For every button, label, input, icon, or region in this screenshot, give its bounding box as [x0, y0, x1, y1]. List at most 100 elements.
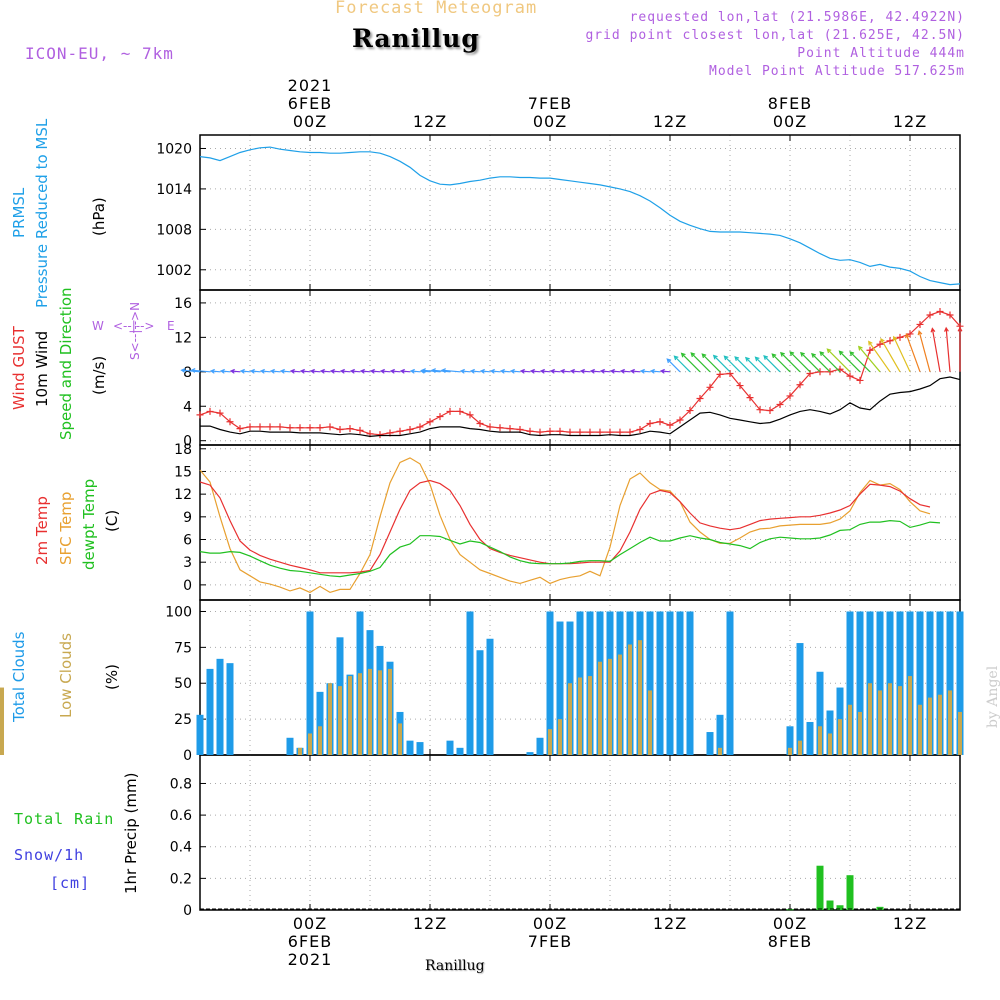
- wind-direction-arrow: [826, 348, 851, 373]
- wind-direction-arrow: [838, 350, 861, 373]
- gust-marker: [846, 372, 854, 380]
- total-cloud-bar: [316, 691, 324, 755]
- top-time-label: 7FEB: [528, 94, 572, 113]
- gust-marker: [906, 330, 914, 338]
- low-cloud-bar: [618, 654, 622, 755]
- chart-title: Ranillug: [352, 24, 480, 53]
- gust-marker: [776, 401, 784, 409]
- wind-direction-arrow: [589, 368, 601, 374]
- wind-direction-arrow: [957, 326, 963, 372]
- precip-ytick-label: 0.8: [170, 776, 192, 792]
- gust-marker: [316, 424, 324, 432]
- footer-label: Ranillug: [425, 958, 485, 974]
- gust-marker: [536, 428, 544, 436]
- total-cloud-bar: [716, 714, 724, 755]
- wind-direction-arrow: [489, 368, 501, 374]
- wind-direction-arrow: [279, 368, 291, 374]
- bottom-time-label: 00Z: [293, 914, 327, 933]
- total-cloud-bar: [226, 663, 234, 755]
- wind-direction-arrow: [880, 337, 901, 373]
- temp-panel: 0 3 6 9 12 15 18: [174, 442, 961, 601]
- wind-direction-arrow: [659, 368, 671, 374]
- top-time-label: 12Z: [653, 112, 687, 131]
- gust-marker: [466, 411, 474, 419]
- wind-direction-arrow: [369, 368, 381, 374]
- gust-marker: [866, 346, 874, 354]
- pressure-panel: 1002 1008 1014 1020: [156, 134, 961, 291]
- total-cloud-bar: [666, 611, 674, 755]
- low-cloud-bar: [558, 719, 562, 755]
- total-cloud-bar: [536, 737, 544, 755]
- rain-bar: [816, 865, 824, 910]
- wind-direction-arrow: [319, 368, 331, 374]
- bottom-time-label: 8FEB: [768, 932, 812, 951]
- precip-frame: [199, 754, 961, 911]
- low-cloud-bar: [898, 686, 902, 755]
- temp-ytick-label: 12: [174, 487, 192, 503]
- gust-marker: [266, 423, 274, 431]
- gust-marker: [256, 423, 264, 431]
- gust-marker: [626, 428, 634, 436]
- wind-direction-arrow: [420, 368, 441, 373]
- precip-ytick-label: 0: [183, 903, 192, 919]
- gust-marker: [636, 426, 644, 433]
- wind-direction-arrow: [259, 368, 271, 374]
- total-cloud-bar: [216, 658, 224, 755]
- wind-ytick-label: 0: [183, 434, 192, 450]
- wind-direction-arrow: [944, 326, 951, 372]
- low-cloud-bar: [718, 747, 722, 755]
- gust-marker: [406, 426, 414, 433]
- gust-marker: [206, 407, 214, 415]
- top-time-label: 12Z: [893, 112, 927, 131]
- wind-direction-arrow: [409, 368, 421, 374]
- low-cloud-bar: [788, 747, 792, 755]
- cloud-ytick-label: 25: [174, 712, 192, 728]
- wind-direction-arrow: [917, 330, 931, 372]
- pressure-frame: [199, 134, 961, 291]
- wind-direction-arrow: [868, 340, 891, 373]
- total-cloud-bar: [916, 611, 924, 755]
- low-cloud-bar: [548, 729, 552, 755]
- total-cloud-bar: [706, 732, 714, 755]
- wind-direction-arrow: [239, 368, 251, 374]
- gust-marker: [396, 427, 404, 435]
- total-cloud-bar: [786, 726, 794, 755]
- gust-marker: [296, 424, 304, 432]
- wind-direction-arrow: [539, 368, 551, 374]
- gust-marker: [926, 311, 934, 319]
- total-cloud-bar: [846, 611, 854, 755]
- rain-bar: [786, 909, 794, 911]
- gust-marker: [946, 311, 954, 319]
- wind-direction-arrow: [190, 368, 211, 373]
- temp-frame: [199, 444, 961, 601]
- wind-direction-arrow: [249, 368, 261, 374]
- wind-direction-arrow: [499, 368, 511, 374]
- low-cloud-bar: [398, 723, 402, 755]
- wind-direction-arrow: [359, 368, 371, 374]
- cloud-ytick-label: 0: [183, 748, 192, 764]
- total-cloud-bar: [406, 740, 414, 755]
- low-cloud-bar: [628, 644, 632, 755]
- total-cloud-bar: [826, 710, 834, 755]
- top-time-label: 2021: [288, 76, 333, 95]
- low-cloud-bar: [578, 677, 582, 755]
- gust-marker: [496, 424, 504, 432]
- wind-line: [200, 376, 961, 438]
- wind-direction-arrow: [905, 333, 921, 373]
- low-cloud-bar: [388, 668, 392, 755]
- top-time-label: 12Z: [413, 112, 447, 131]
- gust-marker: [506, 425, 514, 433]
- bottom-time-label: 00Z: [773, 914, 807, 933]
- low-cloud-bar: [598, 661, 602, 755]
- total-cloud-bar: [896, 611, 904, 755]
- total-cloud-bar: [446, 740, 454, 755]
- gust-marker: [646, 419, 654, 427]
- model-label: ICON-EU, ~ 7km: [25, 44, 174, 63]
- low-cloud-bar: [928, 697, 932, 755]
- wind-direction-arrow: [892, 335, 911, 373]
- gust-marker: [556, 427, 564, 435]
- cloud-ytick-label: 50: [174, 676, 192, 692]
- total-cloud-bar: [856, 611, 864, 755]
- gust-marker: [356, 426, 364, 434]
